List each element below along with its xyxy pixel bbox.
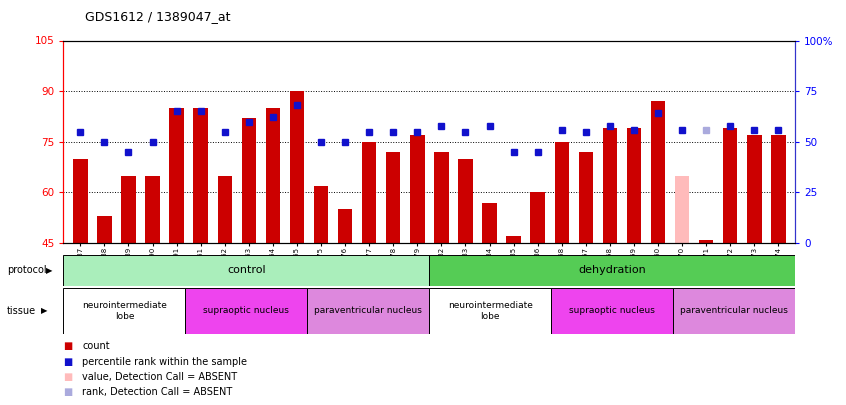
Text: ▶: ▶	[41, 306, 47, 315]
Bar	[429, 255, 795, 286]
Bar	[675, 175, 689, 243]
Bar	[194, 108, 208, 243]
Bar	[602, 128, 617, 243]
Bar	[579, 152, 593, 243]
Bar	[699, 240, 713, 243]
Bar	[217, 175, 232, 243]
Text: ■: ■	[63, 341, 73, 351]
Text: control: control	[227, 265, 266, 275]
Bar	[63, 255, 429, 286]
Bar	[169, 108, 184, 243]
Bar	[97, 216, 112, 243]
Text: paraventricular nucleus: paraventricular nucleus	[315, 306, 422, 315]
Text: neurointermediate
lobe: neurointermediate lobe	[82, 301, 167, 320]
Bar	[552, 288, 673, 334]
Bar	[673, 288, 795, 334]
Bar	[121, 175, 135, 243]
Bar	[482, 202, 497, 243]
Text: GDS1612 / 1389047_at: GDS1612 / 1389047_at	[85, 10, 230, 23]
Bar	[314, 185, 328, 243]
Bar	[266, 108, 280, 243]
Bar	[772, 135, 786, 243]
Bar	[242, 118, 256, 243]
Bar	[651, 101, 665, 243]
Bar	[386, 152, 400, 243]
Bar	[507, 236, 521, 243]
Text: paraventricular nucleus: paraventricular nucleus	[680, 306, 788, 315]
Text: tissue: tissue	[7, 306, 36, 316]
Bar	[459, 159, 473, 243]
Bar	[554, 142, 569, 243]
Text: percentile rank within the sample: percentile rank within the sample	[82, 357, 247, 367]
Bar	[63, 288, 185, 334]
Text: supraoptic nucleus: supraoptic nucleus	[569, 306, 656, 315]
Bar	[429, 288, 552, 334]
Text: ■: ■	[63, 372, 73, 382]
Bar	[289, 91, 305, 243]
Text: supraoptic nucleus: supraoptic nucleus	[203, 306, 289, 315]
Bar	[410, 135, 425, 243]
Text: rank, Detection Call = ABSENT: rank, Detection Call = ABSENT	[82, 388, 233, 397]
Text: ■: ■	[63, 388, 73, 397]
Bar	[747, 135, 761, 243]
Bar	[627, 128, 641, 243]
Bar	[338, 209, 352, 243]
Text: ■: ■	[63, 357, 73, 367]
Text: neurointermediate
lobe: neurointermediate lobe	[448, 301, 533, 320]
Bar	[185, 288, 307, 334]
Text: value, Detection Call = ABSENT: value, Detection Call = ABSENT	[82, 372, 237, 382]
Bar	[723, 128, 738, 243]
Bar	[73, 159, 87, 243]
Bar	[362, 142, 376, 243]
Text: ▶: ▶	[46, 266, 52, 275]
Bar	[530, 192, 545, 243]
Bar	[434, 152, 448, 243]
Text: dehydration: dehydration	[579, 265, 646, 275]
Text: count: count	[82, 341, 110, 351]
Text: protocol: protocol	[7, 265, 47, 275]
Bar	[307, 288, 429, 334]
Bar	[146, 175, 160, 243]
